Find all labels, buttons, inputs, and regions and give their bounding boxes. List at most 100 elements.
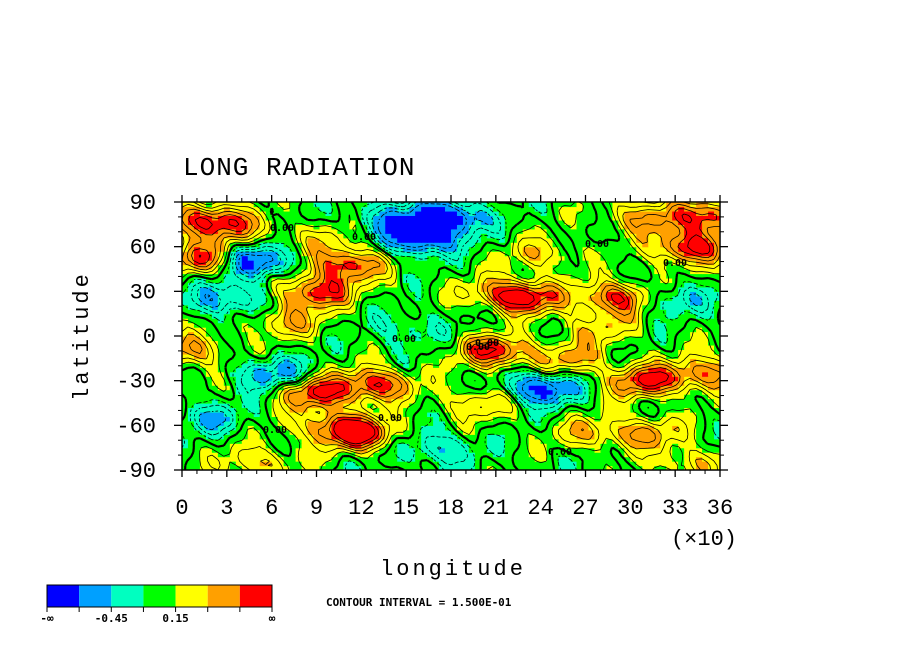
heatmap-cell bbox=[594, 362, 602, 368]
heatmap-cell bbox=[421, 344, 428, 350]
heatmap-cell bbox=[510, 322, 518, 328]
heatmap-cell bbox=[295, 443, 303, 449]
heatmap-cell bbox=[654, 255, 661, 261]
heatmap-cell bbox=[498, 295, 506, 301]
heatmap-cell bbox=[540, 327, 548, 333]
heatmap-cell bbox=[558, 309, 566, 315]
heatmap-cell bbox=[666, 389, 673, 395]
heatmap-cell bbox=[205, 380, 213, 386]
heatmap-cell bbox=[702, 407, 709, 413]
heatmap-cell bbox=[516, 362, 524, 368]
heatmap-cell bbox=[606, 371, 613, 377]
heatmap-cell bbox=[325, 443, 333, 449]
heatmap-cell bbox=[373, 340, 380, 346]
heatmap-cell bbox=[582, 237, 590, 243]
heatmap-cell bbox=[211, 465, 219, 470]
heatmap-cell bbox=[510, 260, 518, 266]
heatmap-cell bbox=[361, 264, 368, 270]
heatmap-cell bbox=[265, 389, 273, 395]
heatmap-cell bbox=[582, 291, 590, 297]
heatmap-cell bbox=[468, 327, 476, 333]
heatmap-cell bbox=[397, 443, 404, 449]
heatmap-cell bbox=[690, 309, 697, 315]
heatmap-cell bbox=[486, 277, 494, 283]
heatmap-cell bbox=[391, 362, 398, 368]
heatmap-cell bbox=[367, 429, 374, 435]
heatmap-cell bbox=[534, 313, 542, 319]
heatmap-cell bbox=[445, 371, 452, 377]
heatmap-cell bbox=[648, 251, 655, 257]
heatmap-cell bbox=[277, 465, 285, 470]
heatmap-cell bbox=[600, 416, 608, 422]
heatmap-cell bbox=[462, 233, 470, 239]
heatmap-cell bbox=[199, 277, 207, 283]
heatmap-cell bbox=[702, 242, 709, 248]
heatmap-cell bbox=[504, 349, 512, 355]
heatmap-cell bbox=[570, 237, 578, 243]
heatmap-cell bbox=[648, 246, 655, 252]
heatmap-cell bbox=[349, 403, 356, 409]
heatmap-cell bbox=[522, 411, 530, 417]
heatmap-cell bbox=[349, 362, 356, 368]
heatmap-cell bbox=[528, 438, 536, 444]
heatmap-cell bbox=[534, 443, 542, 449]
heatmap-cell bbox=[241, 429, 249, 435]
heatmap-cell bbox=[337, 362, 344, 368]
heatmap-cell bbox=[415, 398, 422, 404]
heatmap-cell bbox=[474, 367, 482, 373]
heatmap-cell bbox=[433, 219, 440, 225]
heatmap-cell bbox=[445, 340, 452, 346]
heatmap-cell bbox=[385, 300, 392, 306]
heatmap-cell bbox=[193, 318, 201, 324]
heatmap-cell bbox=[289, 282, 297, 288]
heatmap-cell bbox=[612, 443, 619, 449]
heatmap-cell bbox=[277, 371, 285, 377]
heatmap-cell bbox=[702, 260, 709, 266]
heatmap-cell bbox=[415, 465, 422, 470]
heatmap-cell bbox=[325, 367, 333, 373]
heatmap-cell bbox=[642, 224, 649, 230]
heatmap-cell bbox=[361, 394, 368, 400]
heatmap-cell bbox=[684, 367, 691, 373]
heatmap-cell bbox=[678, 443, 685, 449]
heatmap-cell bbox=[325, 291, 333, 297]
heatmap-cell bbox=[612, 465, 619, 470]
heatmap-cell bbox=[696, 425, 703, 431]
heatmap-cell bbox=[229, 465, 237, 470]
heatmap-cell bbox=[319, 456, 327, 462]
heatmap-cell bbox=[510, 300, 518, 306]
heatmap-cell bbox=[182, 224, 189, 230]
heatmap-cell bbox=[492, 260, 500, 266]
heatmap-cell bbox=[253, 300, 261, 306]
heatmap-cell bbox=[427, 398, 434, 404]
heatmap-cell bbox=[415, 447, 422, 453]
heatmap-cell bbox=[708, 403, 715, 409]
heatmap-cell bbox=[528, 251, 536, 257]
heatmap-cell bbox=[714, 456, 720, 462]
heatmap-cell bbox=[534, 362, 542, 368]
heatmap-cell bbox=[528, 246, 536, 252]
heatmap-cell bbox=[253, 349, 261, 355]
heatmap-cell bbox=[558, 295, 566, 301]
heatmap-cell bbox=[660, 443, 667, 449]
heatmap-cell bbox=[289, 389, 297, 395]
heatmap-cell bbox=[229, 407, 237, 413]
heatmap-cell bbox=[462, 291, 470, 297]
heatmap-cell bbox=[702, 362, 709, 368]
heatmap-cell bbox=[391, 331, 398, 337]
heatmap-cell bbox=[558, 277, 566, 283]
heatmap-cell bbox=[343, 322, 350, 328]
heatmap-cell bbox=[570, 255, 578, 261]
heatmap-cell bbox=[504, 425, 512, 431]
heatmap-cell bbox=[217, 260, 225, 266]
heatmap-cell bbox=[480, 233, 488, 239]
heatmap-cell bbox=[564, 327, 572, 333]
heatmap-cell bbox=[211, 420, 219, 426]
heatmap-cell bbox=[666, 318, 673, 324]
heatmap-cell bbox=[451, 233, 458, 239]
heatmap-cell bbox=[289, 362, 297, 368]
heatmap-cell bbox=[474, 465, 482, 470]
heatmap-cell bbox=[397, 295, 404, 301]
heatmap-cell bbox=[564, 246, 572, 252]
heatmap-cell bbox=[349, 219, 356, 225]
